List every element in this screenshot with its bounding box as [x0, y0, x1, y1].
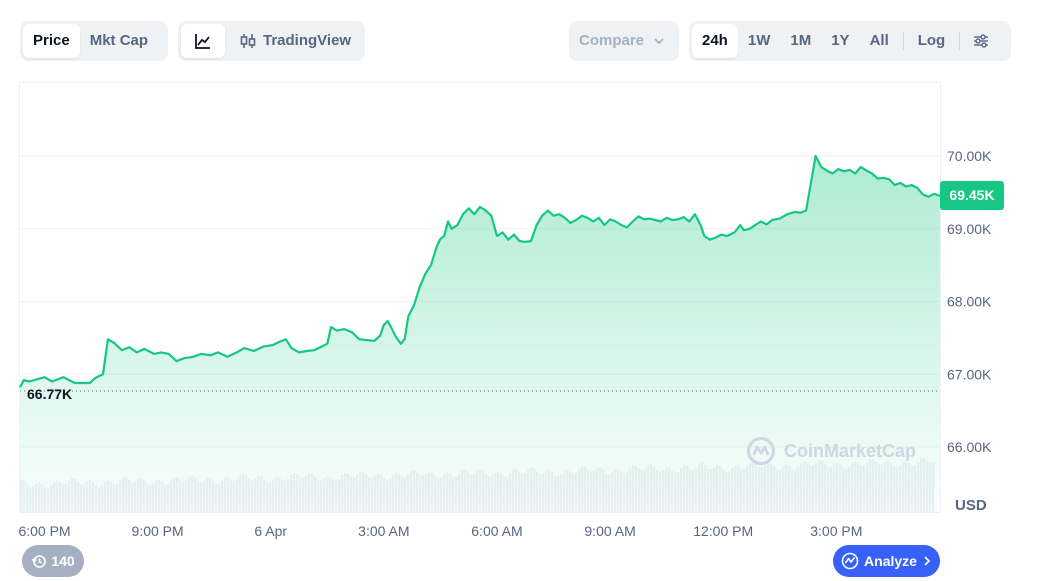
y-tick-label: 68.00K — [947, 294, 992, 310]
x-tick-label: 6:00 AM — [471, 523, 522, 539]
log-scale-button[interactable]: Log — [917, 32, 946, 49]
x-axis: 6:00 PM 9:00 PM 6 Apr 3:00 AM 6:00 AM 9:00 AM… — [18, 523, 862, 539]
analyze-label: Analyze — [864, 553, 917, 569]
price-line — [19, 154, 941, 388]
compare-dropdown[interactable]: Compare — [569, 21, 679, 61]
coinmarketcap-logo-icon — [747, 437, 775, 465]
y-axis: 70.00K 69.00K 68.00K 67.00K 66.00K — [947, 148, 992, 455]
x-tick-label: 9:00 AM — [584, 523, 635, 539]
watermark-text: CoinMarketCap — [784, 440, 917, 461]
x-tick-label: 6 Apr — [254, 523, 287, 539]
y-tick-label: 67.00K — [947, 366, 992, 382]
range-1y[interactable]: 1Y — [831, 32, 850, 49]
analyze-button[interactable]: Analyze — [833, 545, 940, 577]
tab-price[interactable]: Price — [23, 24, 80, 58]
y-tick-label: 69.00K — [947, 221, 992, 237]
plot-frame — [19, 82, 941, 513]
current-price-badge: 69.45K — [940, 181, 1004, 210]
x-tick-label: 12:00 PM — [693, 523, 753, 539]
y-tick-label: 66.00K — [947, 439, 992, 455]
compare-label: Compare — [579, 32, 645, 49]
history-icon — [32, 555, 47, 568]
range-all[interactable]: All — [869, 32, 889, 49]
x-tick-label: 3:00 AM — [358, 523, 409, 539]
divider — [902, 32, 904, 50]
line-chart-button[interactable] — [181, 24, 225, 58]
history-button[interactable]: 140 — [22, 545, 84, 577]
currency-label: USD — [955, 497, 987, 514]
line-chart-icon — [195, 34, 210, 49]
view-switch: Price Mkt Cap — [20, 21, 168, 61]
tradingview-button[interactable]: TradingView — [225, 24, 361, 58]
analyze-icon — [841, 552, 859, 570]
range-1w[interactable]: 1W — [747, 32, 771, 49]
divider — [959, 32, 961, 50]
history-count: 140 — [51, 553, 75, 569]
range-1m[interactable]: 1M — [790, 32, 812, 49]
tab-mkt-cap[interactable]: Mkt Cap — [89, 32, 149, 49]
candlestick-icon — [240, 34, 256, 48]
chevron-right-icon — [924, 556, 931, 566]
chevron-down-icon — [654, 38, 664, 45]
chart-type-switch: TradingView — [178, 21, 365, 61]
range-switch: 24h 1W 1M 1Y All Log — [689, 21, 1011, 61]
x-tick-label: 9:00 PM — [132, 523, 184, 539]
sliders-icon — [974, 34, 989, 48]
open-price-label: 66.77K — [27, 386, 73, 402]
range-24h[interactable]: 24h — [692, 24, 738, 58]
settings-button[interactable] — [964, 24, 998, 58]
price-area — [20, 156, 940, 512]
y-tick-label: 70.00K — [947, 148, 992, 164]
x-tick-label: 3:00 PM — [810, 523, 862, 539]
x-tick-label: 6:00 PM — [18, 523, 70, 539]
coinmarketcap-watermark: CoinMarketCap — [746, 436, 916, 466]
tradingview-label: TradingView — [263, 32, 352, 49]
